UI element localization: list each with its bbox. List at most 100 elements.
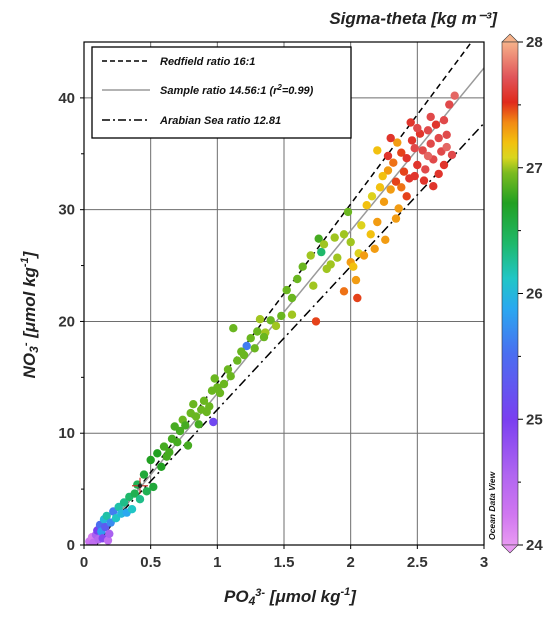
data-point xyxy=(383,151,393,161)
data-point xyxy=(429,182,438,191)
data-point xyxy=(314,234,323,243)
data-point xyxy=(157,462,166,471)
data-point xyxy=(381,235,390,244)
colorbar-tick-label: 28 xyxy=(526,34,543,51)
data-point xyxy=(183,441,193,450)
data-point xyxy=(139,470,149,479)
data-point xyxy=(142,487,151,496)
data-point xyxy=(339,287,349,296)
data-point xyxy=(317,247,326,257)
data-point xyxy=(209,417,218,427)
colorbar-tick-label: 26 xyxy=(526,286,543,303)
data-point xyxy=(135,495,145,504)
data-point xyxy=(367,192,377,201)
data-point xyxy=(194,420,203,429)
data-point xyxy=(386,133,395,143)
data-point xyxy=(386,185,395,194)
data-point xyxy=(375,183,385,192)
data-point xyxy=(439,160,449,170)
x-tick-label: 3 xyxy=(480,554,488,571)
data-point xyxy=(175,426,185,436)
data-point xyxy=(189,400,198,409)
data-point xyxy=(445,100,454,109)
data-point xyxy=(309,281,318,290)
legend-label-redfield: Redfield ratio 16:1 xyxy=(160,56,255,68)
data-point xyxy=(311,317,321,326)
watermark: Ocean Data View xyxy=(487,470,497,540)
data-point xyxy=(173,438,182,447)
y-tick-label: 10 xyxy=(58,425,75,442)
plot-frame xyxy=(83,41,485,546)
data-point xyxy=(233,356,242,365)
data-point xyxy=(219,379,229,389)
data-point xyxy=(242,341,251,351)
data-point xyxy=(346,237,355,247)
data-point xyxy=(223,365,233,374)
data-point xyxy=(399,167,409,176)
y-tick-label: 0 xyxy=(67,537,75,554)
data-point xyxy=(259,332,269,342)
data-point xyxy=(127,505,137,514)
data-point xyxy=(351,275,361,285)
ratio-line-redfield xyxy=(95,42,473,545)
data-point xyxy=(130,489,139,498)
x-axis-title: PO43- [μmol kg-1] xyxy=(224,586,357,608)
data-point xyxy=(413,123,422,133)
data-point xyxy=(402,154,411,163)
legend-label-arabian: Arabian Sea ratio 12.81 xyxy=(159,115,281,127)
colorbar-title: Sigma-theta [kg m⁻³] xyxy=(329,9,498,28)
data-point xyxy=(153,449,162,458)
data-point xyxy=(383,166,393,175)
data-point xyxy=(103,536,113,545)
data-point xyxy=(215,388,225,398)
colorbar-tick-label: 27 xyxy=(526,160,543,177)
colorbar-top-cap xyxy=(501,33,519,43)
data-point xyxy=(397,183,406,192)
data-point xyxy=(402,192,411,201)
data-point xyxy=(442,142,451,152)
data-point xyxy=(406,118,415,127)
legend-label-sample: Sample ratio 14.56:1 (r2=0.99) xyxy=(160,83,314,97)
reference-marker xyxy=(132,477,148,494)
data-point xyxy=(442,130,451,139)
data-point xyxy=(226,372,235,381)
colorbar-tick-labels: 24 25 26 27 28 xyxy=(518,34,543,554)
data-point xyxy=(407,136,417,145)
legend-box xyxy=(91,46,352,139)
data-point xyxy=(287,293,297,303)
x-tick-label: 2.5 xyxy=(407,554,428,571)
data-point xyxy=(426,112,435,122)
data-point xyxy=(359,251,369,260)
data-point xyxy=(434,169,443,179)
data-point xyxy=(282,285,291,295)
data-point xyxy=(379,197,389,206)
data-point xyxy=(391,214,401,223)
data-point xyxy=(447,150,457,160)
data-point xyxy=(253,327,262,336)
data-point xyxy=(333,253,342,262)
data-point xyxy=(181,421,190,430)
data-point xyxy=(210,374,219,383)
data-point xyxy=(410,171,419,181)
data-point xyxy=(391,177,401,186)
data-point xyxy=(410,144,419,153)
data-point xyxy=(431,120,441,129)
data-point xyxy=(343,207,353,217)
legend: Redfield ratio 16:1 Sample ratio 14.56:1… xyxy=(91,46,352,139)
data-point xyxy=(434,133,443,143)
data-point xyxy=(362,201,371,210)
data-point xyxy=(378,171,387,181)
data-point xyxy=(421,165,430,174)
data-point xyxy=(293,274,302,284)
data-point xyxy=(326,260,335,269)
data-point xyxy=(229,324,238,333)
x-tick-label: 0.5 xyxy=(140,554,161,571)
data-point xyxy=(271,321,281,331)
data-point xyxy=(419,176,429,185)
colorbar-tick-label: 25 xyxy=(526,411,543,428)
data-point xyxy=(246,334,255,343)
data-points xyxy=(85,91,459,545)
data-point xyxy=(353,293,362,303)
y-tick-label: 40 xyxy=(58,90,75,107)
